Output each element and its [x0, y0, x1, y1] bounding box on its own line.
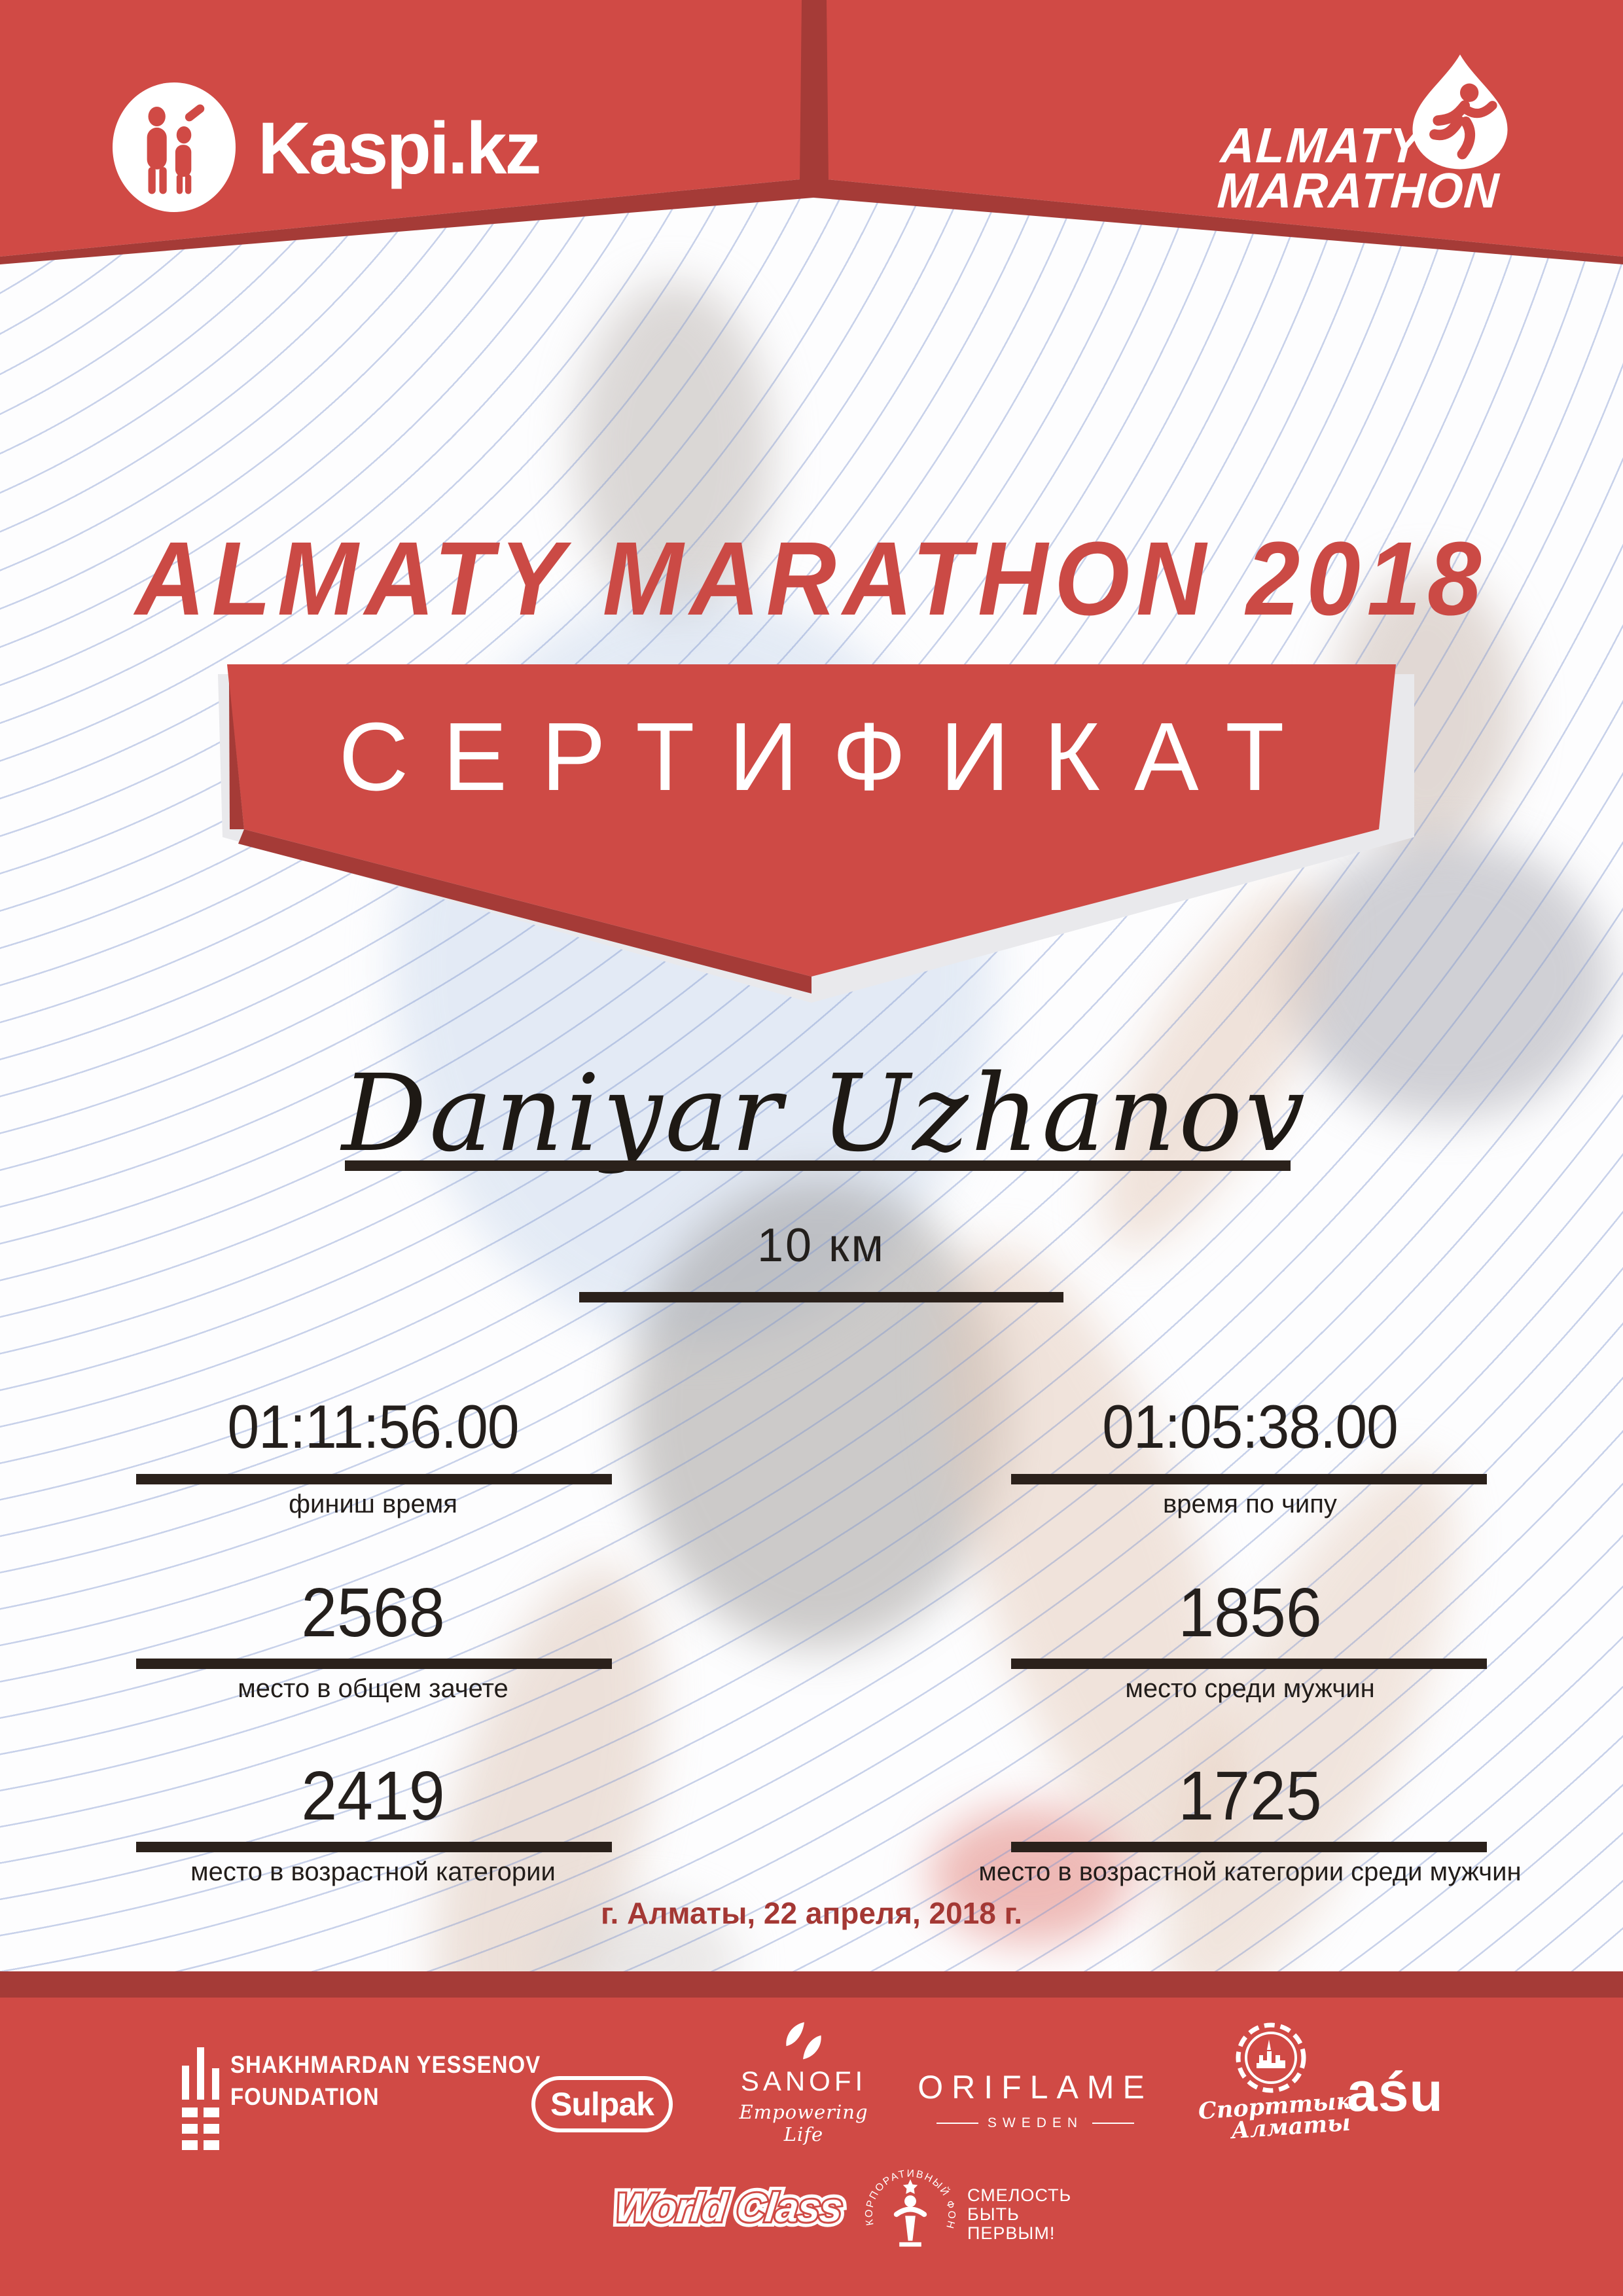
world-class-logo: World Class World Class World Class [607, 2180, 849, 2244]
asu-logo: aśu [1347, 2060, 1444, 2124]
finish-time-label: финиш время [289, 1490, 457, 1518]
sanofi-swirl-icon [786, 2022, 821, 2060]
sanofi-text: SANOFI [740, 2066, 867, 2096]
oriflame-sweden-text: SWEDEN [987, 2115, 1084, 2130]
photo-man-shorts [628, 1178, 1008, 1649]
event-date: г. Алматы, 22 апреля, 2018 г. [601, 1896, 1022, 1930]
yessenov-line1: SHAKHMARDAN YESSENOV [230, 2051, 541, 2078]
fund-motto-line1: СМЕЛОСТЬ [967, 2185, 1072, 2205]
sport-almaty-emblem-icon [1236, 2022, 1306, 2093]
world-class-text: World Class [613, 2185, 844, 2231]
fund-motto-line3: ПЕРВЫМ! [967, 2223, 1056, 2243]
participant-name: Daniyar Uzhanov [342, 1052, 1308, 1175]
runner-icon [1412, 54, 1508, 170]
overall-place-label: место в общем зачете [238, 1674, 508, 1703]
kaspi-wordmark: Kaspi.kz [258, 84, 541, 212]
fund-emblem-icon: КОРПОРАТИВНЫЙ ФОНД [857, 2149, 959, 2259]
fund-motto-line2: БЫТЬ [967, 2204, 1020, 2224]
stat-underline-bar [136, 1474, 612, 1484]
sulpak-text: Sulpak [550, 2086, 654, 2123]
yessenov-bars-icon [182, 2047, 223, 2150]
rule-line [936, 2123, 978, 2124]
fund-motto: СМЕЛОСТЬ БЫТЬ ПЕРВЫМ! [967, 2186, 1071, 2243]
almaty-marathon-line2: MARATHON [1215, 163, 1502, 219]
distance-underline-bar [579, 1292, 1063, 1302]
yessenov-line2: FOUNDATION [230, 2083, 380, 2111]
ribbon-left-fold [229, 681, 244, 829]
kaspi-figures-icon [147, 104, 205, 194]
age-men-place-value: 1725 [1178, 1757, 1322, 1835]
name-underline-bar [345, 1160, 1291, 1171]
certificate-label: СЕРТИФИКАТ [338, 703, 1319, 811]
stat-underline-bar [136, 1842, 612, 1852]
oriflame-text: ORIFLAME [918, 2069, 1153, 2106]
footer-dark-strip [0, 1971, 1623, 1998]
finish-time-value: 01:11:56.00 [227, 1392, 519, 1461]
fund-emblem-svg: КОРПОРАТИВНЫЙ ФОНД [857, 2149, 955, 2247]
photo-red-shoe [929, 1806, 1132, 1944]
distance-value: 10 км [757, 1219, 886, 1272]
stat-underline-bar [1011, 1842, 1487, 1852]
star-icon [902, 2179, 918, 2194]
yessenov-foundation-logo: SHAKHMARDAN YESSENOV FOUNDATION [230, 2049, 541, 2113]
ribbon-bottom-fold [238, 829, 812, 994]
chip-time-label: время по чипу [1163, 1490, 1337, 1518]
almaty-marathon-logo [1402, 51, 1518, 175]
sport-almaty-line2: Алматы [1230, 2109, 1352, 2145]
sport-almaty-logo: Спорттык Алматы [1198, 2022, 1352, 2145]
age-place-label: место в возрастной категории [190, 1857, 556, 1886]
top-banner-seam [800, 0, 829, 181]
stat-underline-bar [1011, 1659, 1487, 1669]
sanofi-tagline: Empowering Life [739, 2101, 868, 2145]
stat-underline-bar [1011, 1474, 1487, 1484]
stat-underline-bar [136, 1659, 612, 1669]
overall-place-value: 2568 [301, 1574, 445, 1651]
sanofi-logo: SANOFI Empowering Life [738, 2020, 869, 2145]
men-place-label: место среди мужчин [1125, 1674, 1375, 1703]
chip-time-value: 01:05:38.00 [1102, 1392, 1399, 1461]
sulpak-logo: Sulpak [531, 2076, 673, 2132]
top-banner-trim [0, 178, 1623, 264]
oriflame-logo: ORIFLAME SWEDEN [916, 2068, 1154, 2131]
kaspi-wordmark-text: Kaspi.kz [258, 107, 541, 189]
rule-line [1092, 2123, 1135, 2124]
photo-man-head [576, 281, 772, 622]
photo-woman-top [1283, 838, 1610, 1119]
page-title: ALMATY MARATHON 2018 [135, 520, 1488, 637]
age-place-value: 2419 [301, 1757, 445, 1835]
men-place-value: 1856 [1178, 1574, 1322, 1651]
kaspi-logo [113, 82, 236, 212]
certificate-ribbon [227, 664, 1396, 977]
age-men-place-label: место в возрастной категории среди мужчи… [978, 1857, 1522, 1886]
asu-text: aśu [1347, 2061, 1444, 2123]
